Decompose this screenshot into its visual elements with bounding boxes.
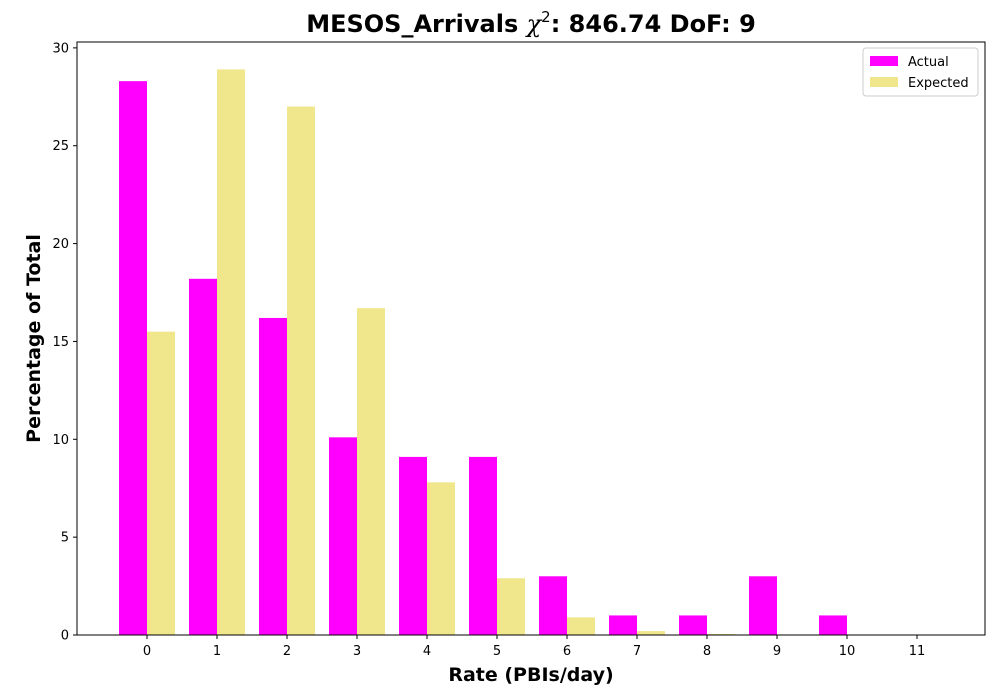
y-tick-label: 30	[52, 41, 69, 56]
legend-label-expected: Expected	[908, 76, 969, 91]
bar-actual-4	[399, 456, 427, 635]
x-tick-label: 1	[213, 644, 221, 659]
bar-expected-4	[427, 482, 455, 635]
x-tick-label: 7	[633, 644, 641, 659]
bar-actual-1	[189, 278, 217, 635]
x-axis: 0 1 2 3 4 5 6 7 8 9 10 11	[143, 635, 925, 659]
bar-actual-10	[819, 615, 847, 635]
x-tick-label: 0	[143, 644, 151, 659]
x-tick-label: 6	[563, 644, 571, 659]
bar-actual-5	[469, 456, 497, 635]
x-tick-label: 5	[493, 644, 501, 659]
plot-area	[119, 69, 847, 636]
y-axis-label: Percentage of Total	[23, 234, 45, 443]
bar-expected-6	[567, 617, 595, 635]
legend-label-actual: Actual	[908, 55, 949, 70]
bar-actual-7	[609, 615, 637, 635]
x-tick-label: 3	[353, 644, 361, 659]
chart-title-rest: : 846.74 DoF: 9	[551, 10, 756, 38]
x-tick-label: 8	[703, 644, 711, 659]
bar-expected-1	[217, 69, 245, 635]
bar-actual-6	[539, 576, 567, 635]
x-tick-label: 4	[423, 644, 431, 659]
y-tick-label: 15	[52, 335, 69, 350]
chart-title-main: MESOS_Arrivals	[306, 10, 526, 38]
legend: Actual Expected	[862, 47, 979, 97]
chart-title-superscript: 2	[541, 8, 551, 26]
bar-actual-2	[259, 317, 287, 635]
legend-swatch-actual	[870, 56, 898, 66]
x-tick-label: 10	[839, 644, 856, 659]
bar-expected-3	[357, 308, 385, 635]
legend-swatch-expected	[870, 77, 898, 87]
chart-title-chi: χ	[525, 10, 543, 38]
y-axis: 0 5 10 15 20 25 30	[52, 41, 77, 644]
bar-expected-2	[287, 106, 315, 635]
y-tick-label: 20	[52, 237, 69, 252]
y-tick-label: 5	[61, 531, 69, 546]
bar-actual-0	[119, 81, 147, 636]
x-axis-label: Rate (PBIs/day)	[448, 664, 613, 686]
bar-actual-8	[679, 615, 707, 635]
x-tick-label: 11	[909, 644, 926, 659]
bar-expected-0	[147, 331, 175, 635]
x-tick-label: 9	[773, 644, 781, 659]
axes-frame	[76, 41, 986, 636]
x-tick-label: 2	[283, 644, 291, 659]
y-tick-label: 25	[52, 139, 69, 154]
y-tick-label: 10	[52, 433, 69, 448]
bar-expected-5	[497, 578, 525, 635]
bar-actual-3	[329, 437, 357, 635]
bar-actual-9	[749, 576, 777, 635]
y-tick-label: 0	[61, 629, 69, 644]
bar-expected-7	[637, 631, 665, 635]
chart-title: MESOS_Arrivals χ2: 846.74 DoF: 9	[306, 8, 756, 38]
